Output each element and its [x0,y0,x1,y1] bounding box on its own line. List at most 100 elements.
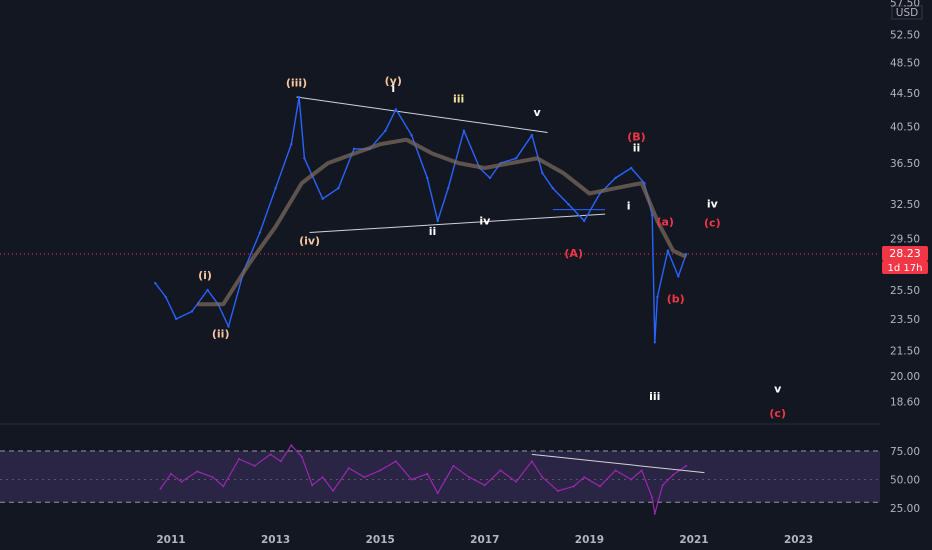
wave-label: (c) [769,407,786,420]
wave-label: i [391,82,395,95]
wave-label: ii [429,225,437,238]
rsi-point [180,480,183,483]
price-point [164,295,167,299]
time-axis[interactable]: 2011 2013 2015 2017 2019 2021 2023 [156,534,813,546]
price-tick-label: 23.50 [890,314,920,326]
price-point [462,129,466,132]
price-axis[interactable]: 57.50 52.50 48.50 44.50 40.50 36.50 32.50 29.50… [890,0,920,515]
time-tick-label: 2011 [156,534,185,546]
wave-label: iii [453,93,464,106]
price-point [656,295,659,299]
rsi-point [237,457,240,460]
price-point [567,202,570,206]
price-tick-label: 48.50 [890,58,920,70]
price-point [514,157,518,160]
price-point [530,133,534,137]
price-point [175,317,178,321]
rsi-point [290,444,293,447]
price-point [541,171,544,175]
rsi-tick-label: 25.00 [890,503,920,515]
price-point [352,147,356,151]
rsi-point [321,476,324,479]
wave-label: (c) [704,217,721,230]
rsi-pane[interactable] [0,444,880,515]
rsi-point [483,484,486,487]
wave-label: (b) [667,293,685,306]
time-tick-label: 2017 [470,534,499,546]
rsi-point [685,464,688,467]
rsi-point [672,473,675,476]
rsi-point [426,472,429,475]
time-tick-label: 2013 [261,534,290,546]
price-point [258,231,262,234]
price-point [227,325,230,328]
wave-label: iv [479,214,491,227]
rsi-point [583,476,586,479]
price-tick-label: 21.50 [890,345,920,357]
rsi-point [653,512,656,515]
rsi-point [332,489,335,492]
main-pane[interactable]: (i)(ii)(iii)(iv)(y)iiiiiiivv(A)(B)iiiiii… [0,74,880,420]
last-price-label: 28.23 [889,247,921,260]
price-point [384,129,387,132]
time-tick-label: 2015 [366,534,395,546]
price-tick-label: 29.50 [890,233,920,245]
rsi-point [410,478,413,481]
rsi-point [269,453,272,456]
rsi-point [614,469,617,472]
wave-label: (A) [564,247,583,260]
wave-label: (B) [627,131,645,144]
price-point [488,176,492,180]
time-tick-label: 2019 [575,534,604,546]
currency-badge[interactable] [891,5,923,20]
rsi-point [363,476,366,479]
rsi-point [300,455,303,458]
moving-average-line [197,137,688,307]
price-point [206,288,209,292]
rsi-tick-label: 75.00 [890,446,920,458]
rsi-point [452,464,455,467]
rsi-point [530,460,533,463]
price-point [551,187,554,190]
wave-label: v [534,106,542,119]
rsi-point [253,464,256,467]
price-tick-label: 40.50 [890,121,920,133]
rsi-point [499,469,502,472]
time-tick-label: 2023 [784,534,813,546]
rsi-point [159,487,162,490]
price-point [154,281,157,285]
price-point [274,187,277,190]
wave-label: (iii) [286,77,307,90]
price-point [321,197,324,200]
rsi-point [661,484,664,487]
countdown-badge [882,261,928,274]
rsi-point [436,492,439,495]
rsi-point [379,469,382,472]
rsi-point [541,476,544,479]
rsi-band [0,451,880,503]
price-point [630,166,633,170]
price-tick-label: 25.50 [890,285,920,297]
price-tick-label: 18.60 [890,397,920,409]
trendline [309,213,606,234]
price-tick-label: 57.50 [890,0,920,9]
currency-label: USD [896,7,918,19]
wave-label: (y) [385,74,402,87]
last-price-badge [882,246,928,261]
price-point [614,176,617,180]
wave-label: ii [633,142,641,155]
price-point [337,187,340,190]
rsi-point [651,496,654,499]
rsi-trendline [531,453,705,474]
wave-label: i [627,200,631,213]
rsi-point [311,484,314,487]
wave-label: v [774,382,782,395]
trendline [296,96,548,133]
wave-label: (a) [656,216,673,229]
rsi-tick-label: 50.00 [890,475,920,487]
price-point [446,187,450,190]
rsi-point [468,476,471,479]
price-point [297,95,301,99]
